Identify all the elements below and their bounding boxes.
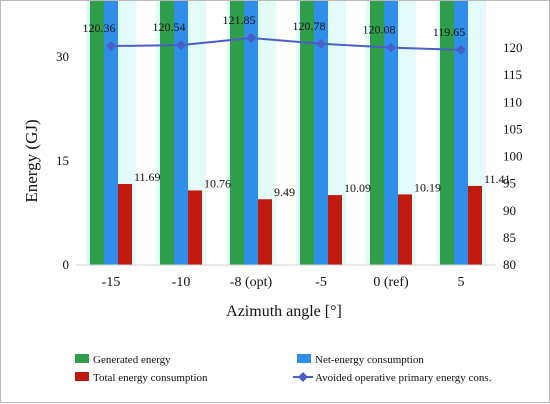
line-point-marker — [176, 40, 186, 51]
line-point-label: 120.78 — [293, 19, 326, 33]
bar-net-energy-consumption — [454, 1, 468, 265]
bar-net-energy-consumption — [104, 1, 118, 265]
legend-label-avoided-energy: Avoided operative primary energy cons. — [315, 372, 492, 384]
x-tick-label: 5 — [458, 275, 465, 290]
x-tick-label: 0 (ref) — [373, 275, 409, 290]
line-avoided-operative-primary-energy-cons — [110, 36, 462, 51]
bar-net-energy-consumption — [174, 1, 188, 266]
bar-total-energy-consumption — [118, 183, 132, 265]
chart-legend: Generated energy Total energy consumptio… — [75, 354, 492, 384]
bar-net-energy-consumption — [314, 1, 328, 265]
data-label-total-energy-consumption: 10.19 — [414, 180, 441, 194]
bar-total-energy-consumption — [258, 199, 272, 265]
y2-tick-label: 90 — [503, 203, 516, 218]
x-axis-ticks: -15 -10 -8 (opt) -5 0 (ref) 5 — [76, 264, 496, 290]
line-point-label: 120.08 — [363, 23, 396, 37]
bar-generated-energy — [160, 1, 174, 265]
legend-label-generated-energy: Generated energy — [93, 354, 171, 366]
y2-tick-label: 95 — [503, 176, 516, 191]
y-axis-label: Energy (GJ) — [22, 119, 41, 202]
bar-total-energy-consumption — [398, 194, 412, 265]
y-tick-label: 30 — [56, 49, 69, 64]
x-tick-label: -5 — [315, 275, 327, 290]
data-label-total-energy-consumption: 11.69 — [134, 170, 161, 184]
y-tick-label: 0 — [63, 257, 70, 272]
x-tick-label: -15 — [102, 275, 121, 290]
legend-label-net-energy-consumption: Net-energy consumption — [315, 354, 424, 366]
y2-tick-label: 105 — [503, 121, 523, 136]
line-point-label: 120.54 — [153, 20, 186, 34]
legend-swatch-total-energy-consumption — [75, 372, 89, 381]
bar-generated-energy — [440, 1, 454, 266]
bar-total-energy-consumption — [188, 190, 202, 265]
bar-generated-energy — [90, 1, 104, 266]
legend-marker-avoided-energy — [298, 372, 308, 382]
bar-net-energy-consumption — [244, 1, 258, 266]
x-tick-label: -10 — [172, 275, 191, 290]
y2-tick-label: 110 — [503, 94, 522, 109]
y2-tick-label: 115 — [503, 67, 522, 82]
data-label-total-energy-consumption: 10.09 — [344, 181, 371, 195]
bar-series-group — [86, 1, 486, 266]
data-label-total-energy-consumption: 9.49 — [274, 185, 295, 199]
y-axis-left: 015304560 — [56, 49, 70, 272]
line-point-marker — [106, 41, 116, 51]
line-point-label: 120.36 — [83, 21, 116, 35]
y-tick-label: 15 — [56, 153, 69, 168]
bar-generated-energy — [370, 1, 384, 265]
data-label-total-energy-consumption: 10.76 — [204, 176, 231, 190]
y2-tick-label: 120 — [503, 40, 523, 55]
y2-tick-label: 85 — [503, 230, 516, 245]
line-point-marker — [246, 33, 256, 43]
bar-generated-energy — [300, 1, 314, 265]
bar-labels-group: 40.2851.9711.6940.5351.0910.7640.9250.41… — [134, 170, 511, 199]
y2-tick-label: 80 — [503, 257, 516, 272]
bar-total-energy-consumption — [328, 195, 342, 265]
data-label-total-energy-consumption: 11.41 — [484, 172, 511, 186]
line-point-label: 119.65 — [433, 25, 466, 39]
bar-generated-energy — [230, 1, 244, 265]
y2-tick-label: 100 — [503, 149, 523, 164]
legend-swatch-net-energy-consumption — [297, 354, 311, 363]
legend-label-total-energy-consumption: Total energy consumption — [93, 372, 208, 384]
bar-net-energy-consumption — [384, 1, 398, 265]
line-series-group: 120.36 120.54 121.85 120.78 120.08 119.65 — [83, 13, 466, 55]
legend-swatch-generated-energy — [75, 354, 89, 363]
bar-total-energy-consumption — [468, 185, 482, 265]
x-tick-label: -8 (opt) — [230, 275, 273, 290]
line-point-label: 121.85 — [223, 13, 256, 27]
x-axis-label: Azimuth angle [°] — [226, 303, 342, 320]
y-axis-right: 80 85 90 95 100 105 110 115 120 — [503, 40, 523, 272]
